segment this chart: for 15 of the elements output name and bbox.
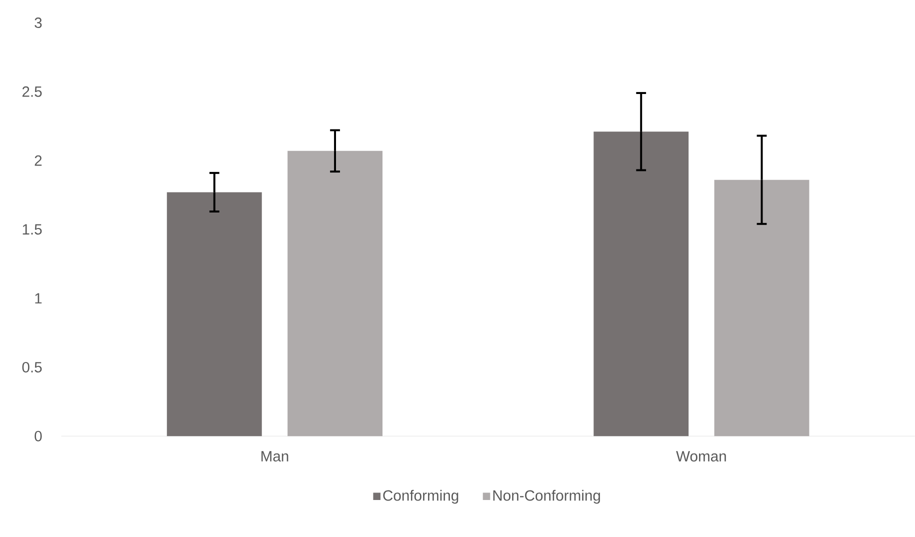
y-tick-label: 1.5 [22,224,42,235]
bar [166,192,262,436]
bar [594,132,689,436]
y-tick-label: 0 [34,430,42,442]
legend-label: Non-Conforming [493,490,600,504]
y-tick-label: 1 [35,293,42,304]
x-tick-label: Man [261,451,288,462]
y-tick-label: 0.5 [22,362,42,372]
y-tick-label: 2.5 [22,86,42,97]
y-tick-label: 3 [34,17,42,28]
legend-label: Conforming [383,490,458,504]
x-tick-label: Woman [676,451,726,462]
y-tick-label: 2 [34,155,42,166]
bar [288,150,382,436]
bar [714,180,810,436]
